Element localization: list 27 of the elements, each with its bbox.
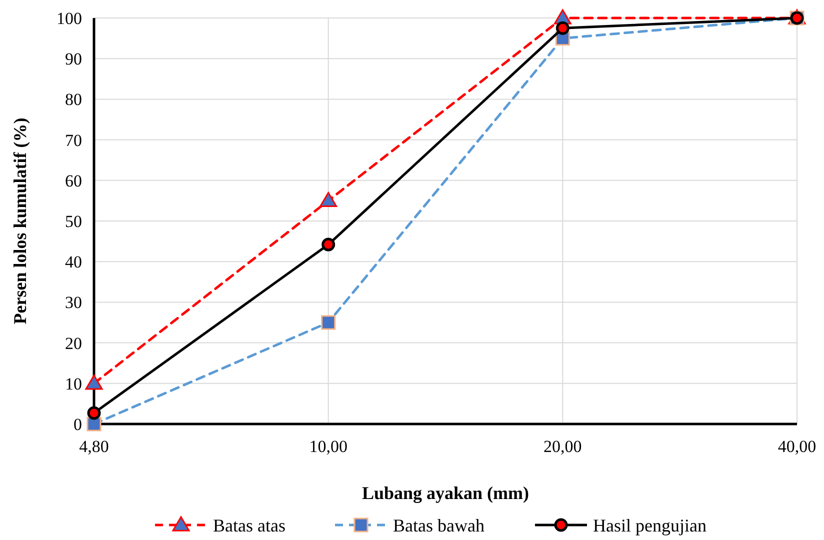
point xyxy=(556,21,570,35)
legend-label: Batas bawah xyxy=(393,515,484,536)
y-tick-label: 60 xyxy=(65,171,82,190)
y-axis-title: Persen lolos kumulatif (%) xyxy=(10,118,30,324)
y-tick-label: 40 xyxy=(65,252,82,272)
y-tick-label: 20 xyxy=(65,334,82,353)
x-tick-label: 20,00 xyxy=(544,437,582,456)
x-tick-label: 4,80 xyxy=(79,437,109,456)
y-tick-label: 100 xyxy=(56,8,82,28)
point xyxy=(321,315,336,330)
point xyxy=(86,416,102,432)
x-axis-title: Lubang ayakan (mm) xyxy=(362,483,530,503)
point xyxy=(322,238,336,252)
point xyxy=(320,192,338,208)
y-tick-label: 90 xyxy=(65,50,82,69)
legend-label: Batas atas xyxy=(213,515,286,536)
point xyxy=(87,406,101,420)
y-tick-label: 0 xyxy=(74,414,82,434)
point xyxy=(85,374,103,390)
x-tick-label: 40,00 xyxy=(778,437,816,456)
y-tick-label: 80 xyxy=(65,90,82,110)
y-tick-label: 50 xyxy=(65,212,82,231)
y-tick-label: 30 xyxy=(65,293,82,312)
x-tick-label: 10,00 xyxy=(309,437,348,456)
y-tick-label: 70 xyxy=(65,130,82,150)
y-tick-label: 10 xyxy=(65,374,82,394)
legend-label: Hasil pengujian xyxy=(593,515,706,536)
